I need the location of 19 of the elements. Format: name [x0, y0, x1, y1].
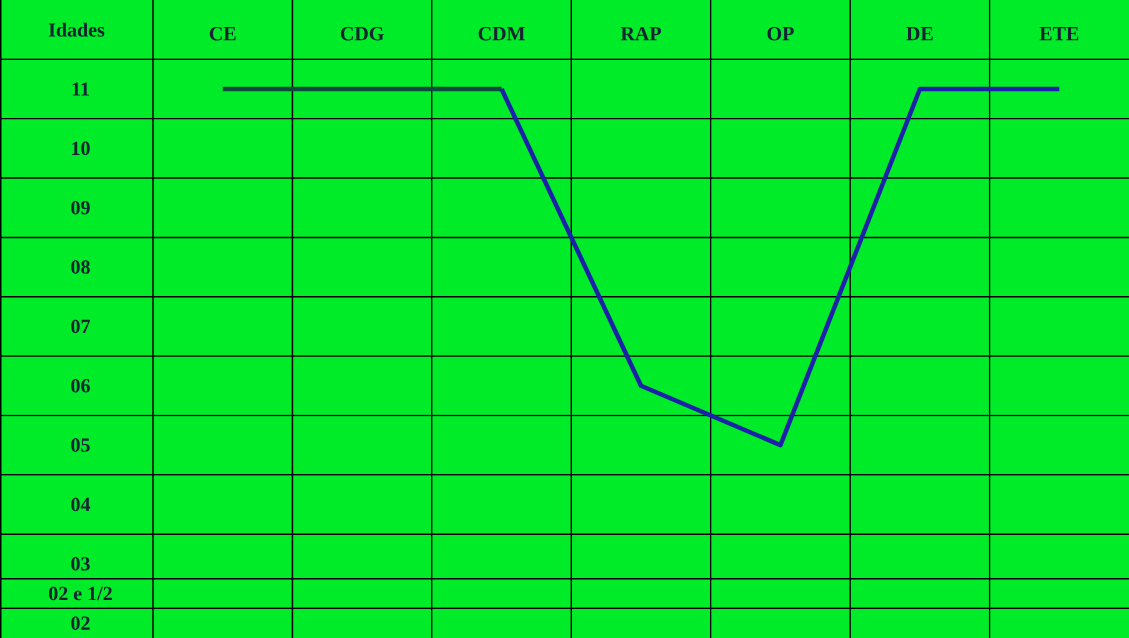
x-tick-label: DE — [906, 27, 933, 41]
y-tick-label: 07 — [71, 319, 91, 334]
x-tick-label: ETE — [1039, 27, 1079, 41]
x-tick-label: OP — [767, 26, 794, 41]
y-tick-label: 03 — [71, 557, 90, 571]
x-tick-label: CDM — [478, 26, 525, 41]
y-tick-label: 08 — [71, 260, 90, 274]
y-tick-label: 02 e 1/2 — [49, 586, 112, 601]
y-tick-label: 10 — [72, 141, 90, 156]
y-tick-label: 11 — [72, 82, 89, 96]
y-tick-label: 09 — [71, 200, 90, 215]
x-tick-label: CDG — [340, 26, 384, 41]
x-tick-label: RAP — [620, 27, 661, 41]
y-tick-label: 04 — [71, 497, 91, 512]
x-tick-label: CE — [209, 26, 236, 41]
y-tick-label: 05 — [71, 438, 90, 452]
y-tick-label: 06 — [71, 379, 90, 393]
y-axis-title: Idades — [48, 22, 105, 37]
y-tick-label: 02 — [71, 616, 90, 630]
